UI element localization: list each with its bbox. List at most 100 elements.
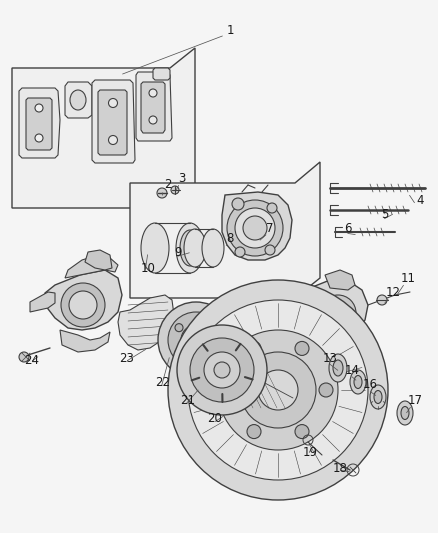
Circle shape <box>175 324 183 332</box>
Circle shape <box>198 316 206 324</box>
Polygon shape <box>325 270 355 290</box>
Circle shape <box>243 216 267 240</box>
Circle shape <box>171 186 179 194</box>
Text: 4: 4 <box>416 193 424 206</box>
Text: 2: 2 <box>164 179 172 191</box>
Text: 10: 10 <box>141 262 155 274</box>
Text: 24: 24 <box>25 353 39 367</box>
Circle shape <box>61 283 105 327</box>
Circle shape <box>258 370 298 410</box>
Polygon shape <box>85 250 112 270</box>
Text: 19: 19 <box>303 446 318 458</box>
Polygon shape <box>65 82 92 118</box>
Text: 9: 9 <box>174 246 182 259</box>
Ellipse shape <box>184 229 206 267</box>
Text: 5: 5 <box>381 208 389 222</box>
Circle shape <box>320 295 356 331</box>
Polygon shape <box>65 255 118 278</box>
Text: 17: 17 <box>407 393 423 407</box>
Circle shape <box>188 300 368 480</box>
Polygon shape <box>12 48 195 208</box>
Text: 7: 7 <box>266 222 274 235</box>
Text: 14: 14 <box>345 364 360 376</box>
Ellipse shape <box>354 376 362 389</box>
Circle shape <box>223 383 237 397</box>
Circle shape <box>109 135 117 144</box>
Polygon shape <box>98 90 127 155</box>
Text: 18: 18 <box>332 462 347 474</box>
Text: 3: 3 <box>178 172 186 184</box>
Circle shape <box>198 356 206 364</box>
Text: 8: 8 <box>226 231 234 245</box>
Text: 21: 21 <box>180 393 195 407</box>
Circle shape <box>149 89 157 97</box>
Text: 16: 16 <box>363 378 378 392</box>
Text: 1: 1 <box>226 23 234 36</box>
Polygon shape <box>45 270 122 330</box>
Circle shape <box>204 352 240 388</box>
Ellipse shape <box>180 230 200 266</box>
Polygon shape <box>30 292 55 312</box>
Circle shape <box>235 208 275 248</box>
Circle shape <box>319 383 333 397</box>
Polygon shape <box>118 295 174 350</box>
Circle shape <box>218 330 338 450</box>
Polygon shape <box>222 192 292 260</box>
Circle shape <box>247 342 261 356</box>
Circle shape <box>19 352 29 362</box>
Circle shape <box>149 116 157 124</box>
Ellipse shape <box>176 223 204 273</box>
Polygon shape <box>26 98 52 150</box>
Polygon shape <box>19 88 60 158</box>
Text: 22: 22 <box>155 376 170 390</box>
Circle shape <box>267 203 277 213</box>
Ellipse shape <box>329 354 347 382</box>
Polygon shape <box>141 82 165 133</box>
Circle shape <box>177 325 267 415</box>
Circle shape <box>265 245 275 255</box>
Ellipse shape <box>141 223 169 273</box>
Ellipse shape <box>374 391 382 403</box>
Polygon shape <box>92 80 135 163</box>
Circle shape <box>295 425 309 439</box>
Circle shape <box>35 104 43 112</box>
Circle shape <box>157 188 167 198</box>
Polygon shape <box>130 162 320 298</box>
Circle shape <box>175 349 183 357</box>
Circle shape <box>158 302 234 378</box>
Circle shape <box>35 134 43 142</box>
Circle shape <box>235 247 245 257</box>
Circle shape <box>168 280 388 500</box>
Circle shape <box>69 291 97 319</box>
Text: 13: 13 <box>322 351 337 365</box>
Circle shape <box>377 295 387 305</box>
Circle shape <box>168 312 224 368</box>
Ellipse shape <box>397 401 413 425</box>
Circle shape <box>327 302 349 324</box>
Circle shape <box>295 342 309 356</box>
Circle shape <box>240 352 316 428</box>
Text: 11: 11 <box>400 271 416 285</box>
Ellipse shape <box>70 90 86 110</box>
Ellipse shape <box>350 370 366 394</box>
Text: 23: 23 <box>120 351 134 365</box>
Ellipse shape <box>202 229 224 267</box>
Circle shape <box>213 336 221 344</box>
Polygon shape <box>136 72 172 141</box>
Text: 20: 20 <box>208 411 223 424</box>
Circle shape <box>190 338 254 402</box>
Polygon shape <box>153 68 170 80</box>
Circle shape <box>247 425 261 439</box>
Circle shape <box>109 99 117 108</box>
Circle shape <box>214 362 230 378</box>
Polygon shape <box>303 280 368 338</box>
Ellipse shape <box>370 385 386 409</box>
Text: 12: 12 <box>385 287 400 300</box>
Ellipse shape <box>333 360 343 376</box>
Circle shape <box>227 200 283 256</box>
Circle shape <box>181 325 211 355</box>
Text: 6: 6 <box>344 222 352 235</box>
Ellipse shape <box>401 407 409 419</box>
Polygon shape <box>313 338 328 358</box>
Circle shape <box>232 198 244 210</box>
